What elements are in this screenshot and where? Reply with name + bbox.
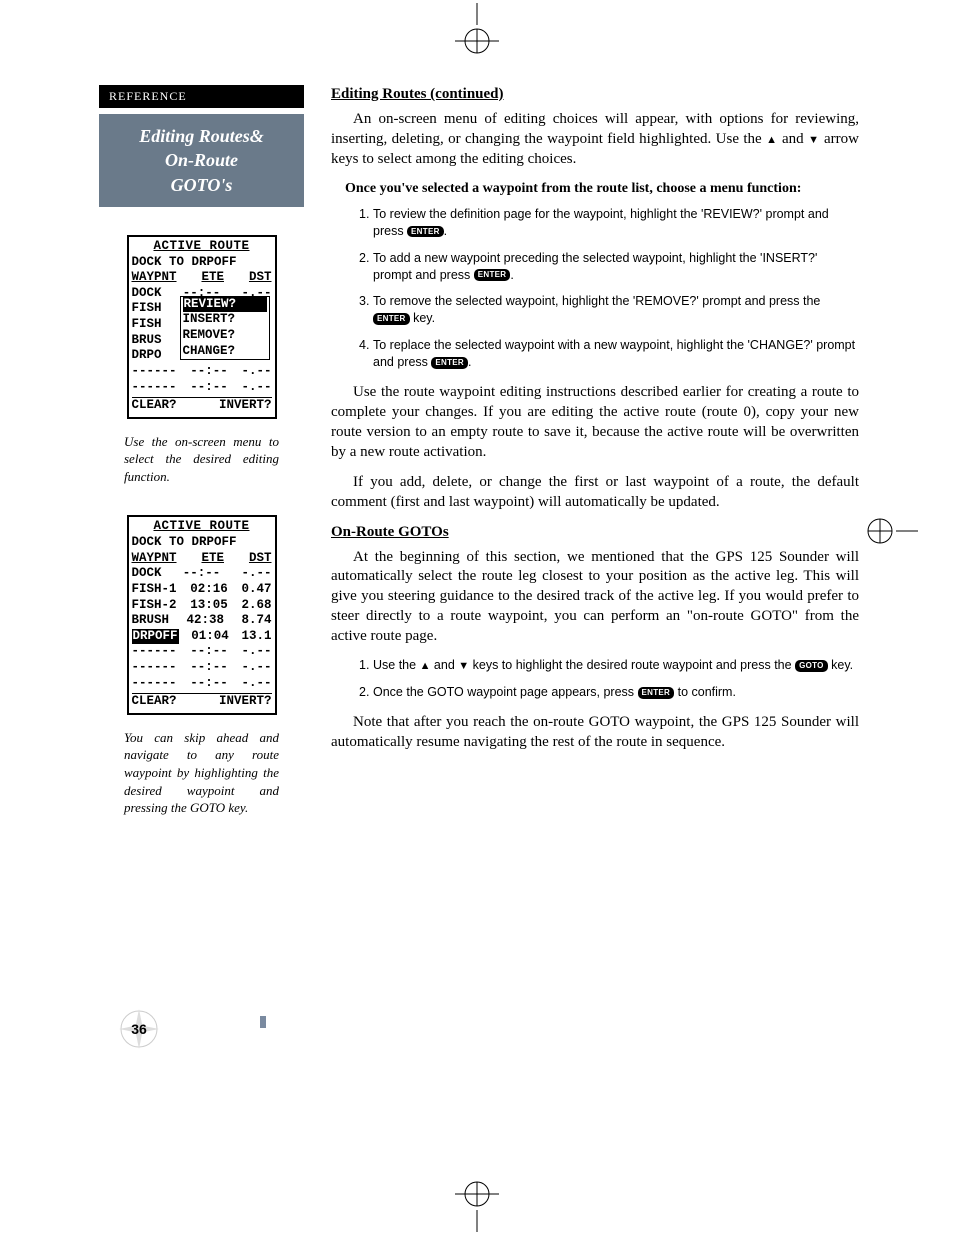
enter-key-icon: ENTER [638,687,675,699]
lcd1-row: BRUS [132,333,162,349]
heading-on-route-gotos: On-Route GOTOs [331,523,859,543]
up-arrow-icon: ▲ [420,660,431,672]
margin-tick [260,1016,266,1028]
lcd2-col-dst: DST [249,551,272,567]
page-number-text: 36 [117,1021,161,1037]
topic-line: Editing Routes& [139,126,264,146]
topic-box: Editing Routes& On-Route GOTO's [99,114,304,207]
lcd1-row: DOCK [132,286,162,302]
lcd2-col-waypnt: WAYPNT [132,551,177,567]
menu-change: CHANGE? [183,344,267,360]
lcd-screenshot-1: ACTIVE ROUTE DOCK TO DRPOFF WAYPNT ETE D… [127,235,277,419]
topic-line: On-Route [165,150,238,170]
lcd2-clear: CLEAR? [132,694,177,710]
lcd2-col-ete: ETE [201,551,224,567]
caption-1: Use the on-screen menu to select the des… [124,433,279,486]
crop-mark-bottom [447,1172,507,1232]
lcd2-row-highlighted: DRPOFF [132,629,179,645]
heading-editing-routes: Editing Routes (continued) [331,85,859,105]
enter-key-icon: ENTER [373,313,410,325]
lcd1-col-dst: DST [249,270,272,286]
lcd1-row: FISH [132,317,162,333]
step-2: 2.To add a new waypoint preceding the se… [359,250,859,284]
step-1: 1.To review the definition page for the … [359,206,859,240]
lcd1-invert: INVERT? [219,398,272,414]
lcd1-row: FISH [132,301,162,317]
lcd1-col-ete: ETE [201,270,224,286]
para-4: At the beginning of this section, we men… [331,548,859,648]
enter-key-icon: ENTER [474,269,511,281]
lcd1-col-waypnt: WAYPNT [132,270,177,286]
para-2: Use the route waypoint editing instructi… [331,383,859,463]
lcd1-row: DRPO [132,348,162,364]
step-4: 4.To replace the selected waypoint with … [359,337,859,371]
lcd1-subtitle: DOCK TO DRPOFF [132,255,272,271]
lcd1-clear: CLEAR? [132,398,177,414]
lcd-screenshot-2: ACTIVE ROUTE DOCK TO DRPOFF WAYPNT ETE D… [127,515,277,715]
subhead-1: Once you've selected a waypoint from the… [345,180,859,198]
up-arrow-icon: ▲ [766,134,778,146]
step-2-1: 1.Use the ▲ and ▼ keys to highlight the … [359,657,859,674]
lcd2-subtitle: DOCK TO DRPOFF [132,535,272,551]
step-2-2: 2.Once the GOTO waypoint page appears, p… [359,684,859,701]
enter-key-icon: ENTER [431,357,468,369]
lcd2-row: FISH-1 [132,582,177,598]
step-3: 3.To remove the selected waypoint, highl… [359,293,859,327]
lcd2-row: DOCK [132,566,162,582]
crop-mark-top [447,3,507,63]
caption-2: You can skip ahead and navigate to any r… [124,729,279,817]
reference-tab: REFERENCE [99,85,304,108]
lcd2-title: ACTIVE ROUTE [132,519,272,535]
lcd2-row: BRUSH [132,613,170,629]
lcd2-invert: INVERT? [219,694,272,710]
goto-key-icon: GOTO [795,660,828,672]
topic-line: GOTO's [171,175,233,195]
para-3: If you add, delete, or change the first … [331,473,859,513]
steps-list-1: 1.To review the definition page for the … [359,206,859,371]
para-5: Note that after you reach the on-route G… [331,713,859,753]
enter-key-icon: ENTER [407,226,444,238]
steps-list-2: 1.Use the ▲ and ▼ keys to highlight the … [359,657,859,701]
page-number: 36 [117,1007,161,1051]
lcd1-title: ACTIVE ROUTE [132,239,272,255]
para-1: An on-screen menu of editing choices wil… [331,110,859,170]
menu-insert: INSERT? [183,312,267,328]
menu-review: REVIEW? [183,297,267,313]
down-arrow-icon: ▼ [808,134,820,146]
crop-mark-right [858,511,918,551]
down-arrow-icon: ▼ [458,660,469,672]
lcd2-row: FISH-2 [132,598,177,614]
menu-remove: REMOVE? [183,328,267,344]
lcd1-context-menu: REVIEW? INSERT? REMOVE? CHANGE? [180,296,270,361]
